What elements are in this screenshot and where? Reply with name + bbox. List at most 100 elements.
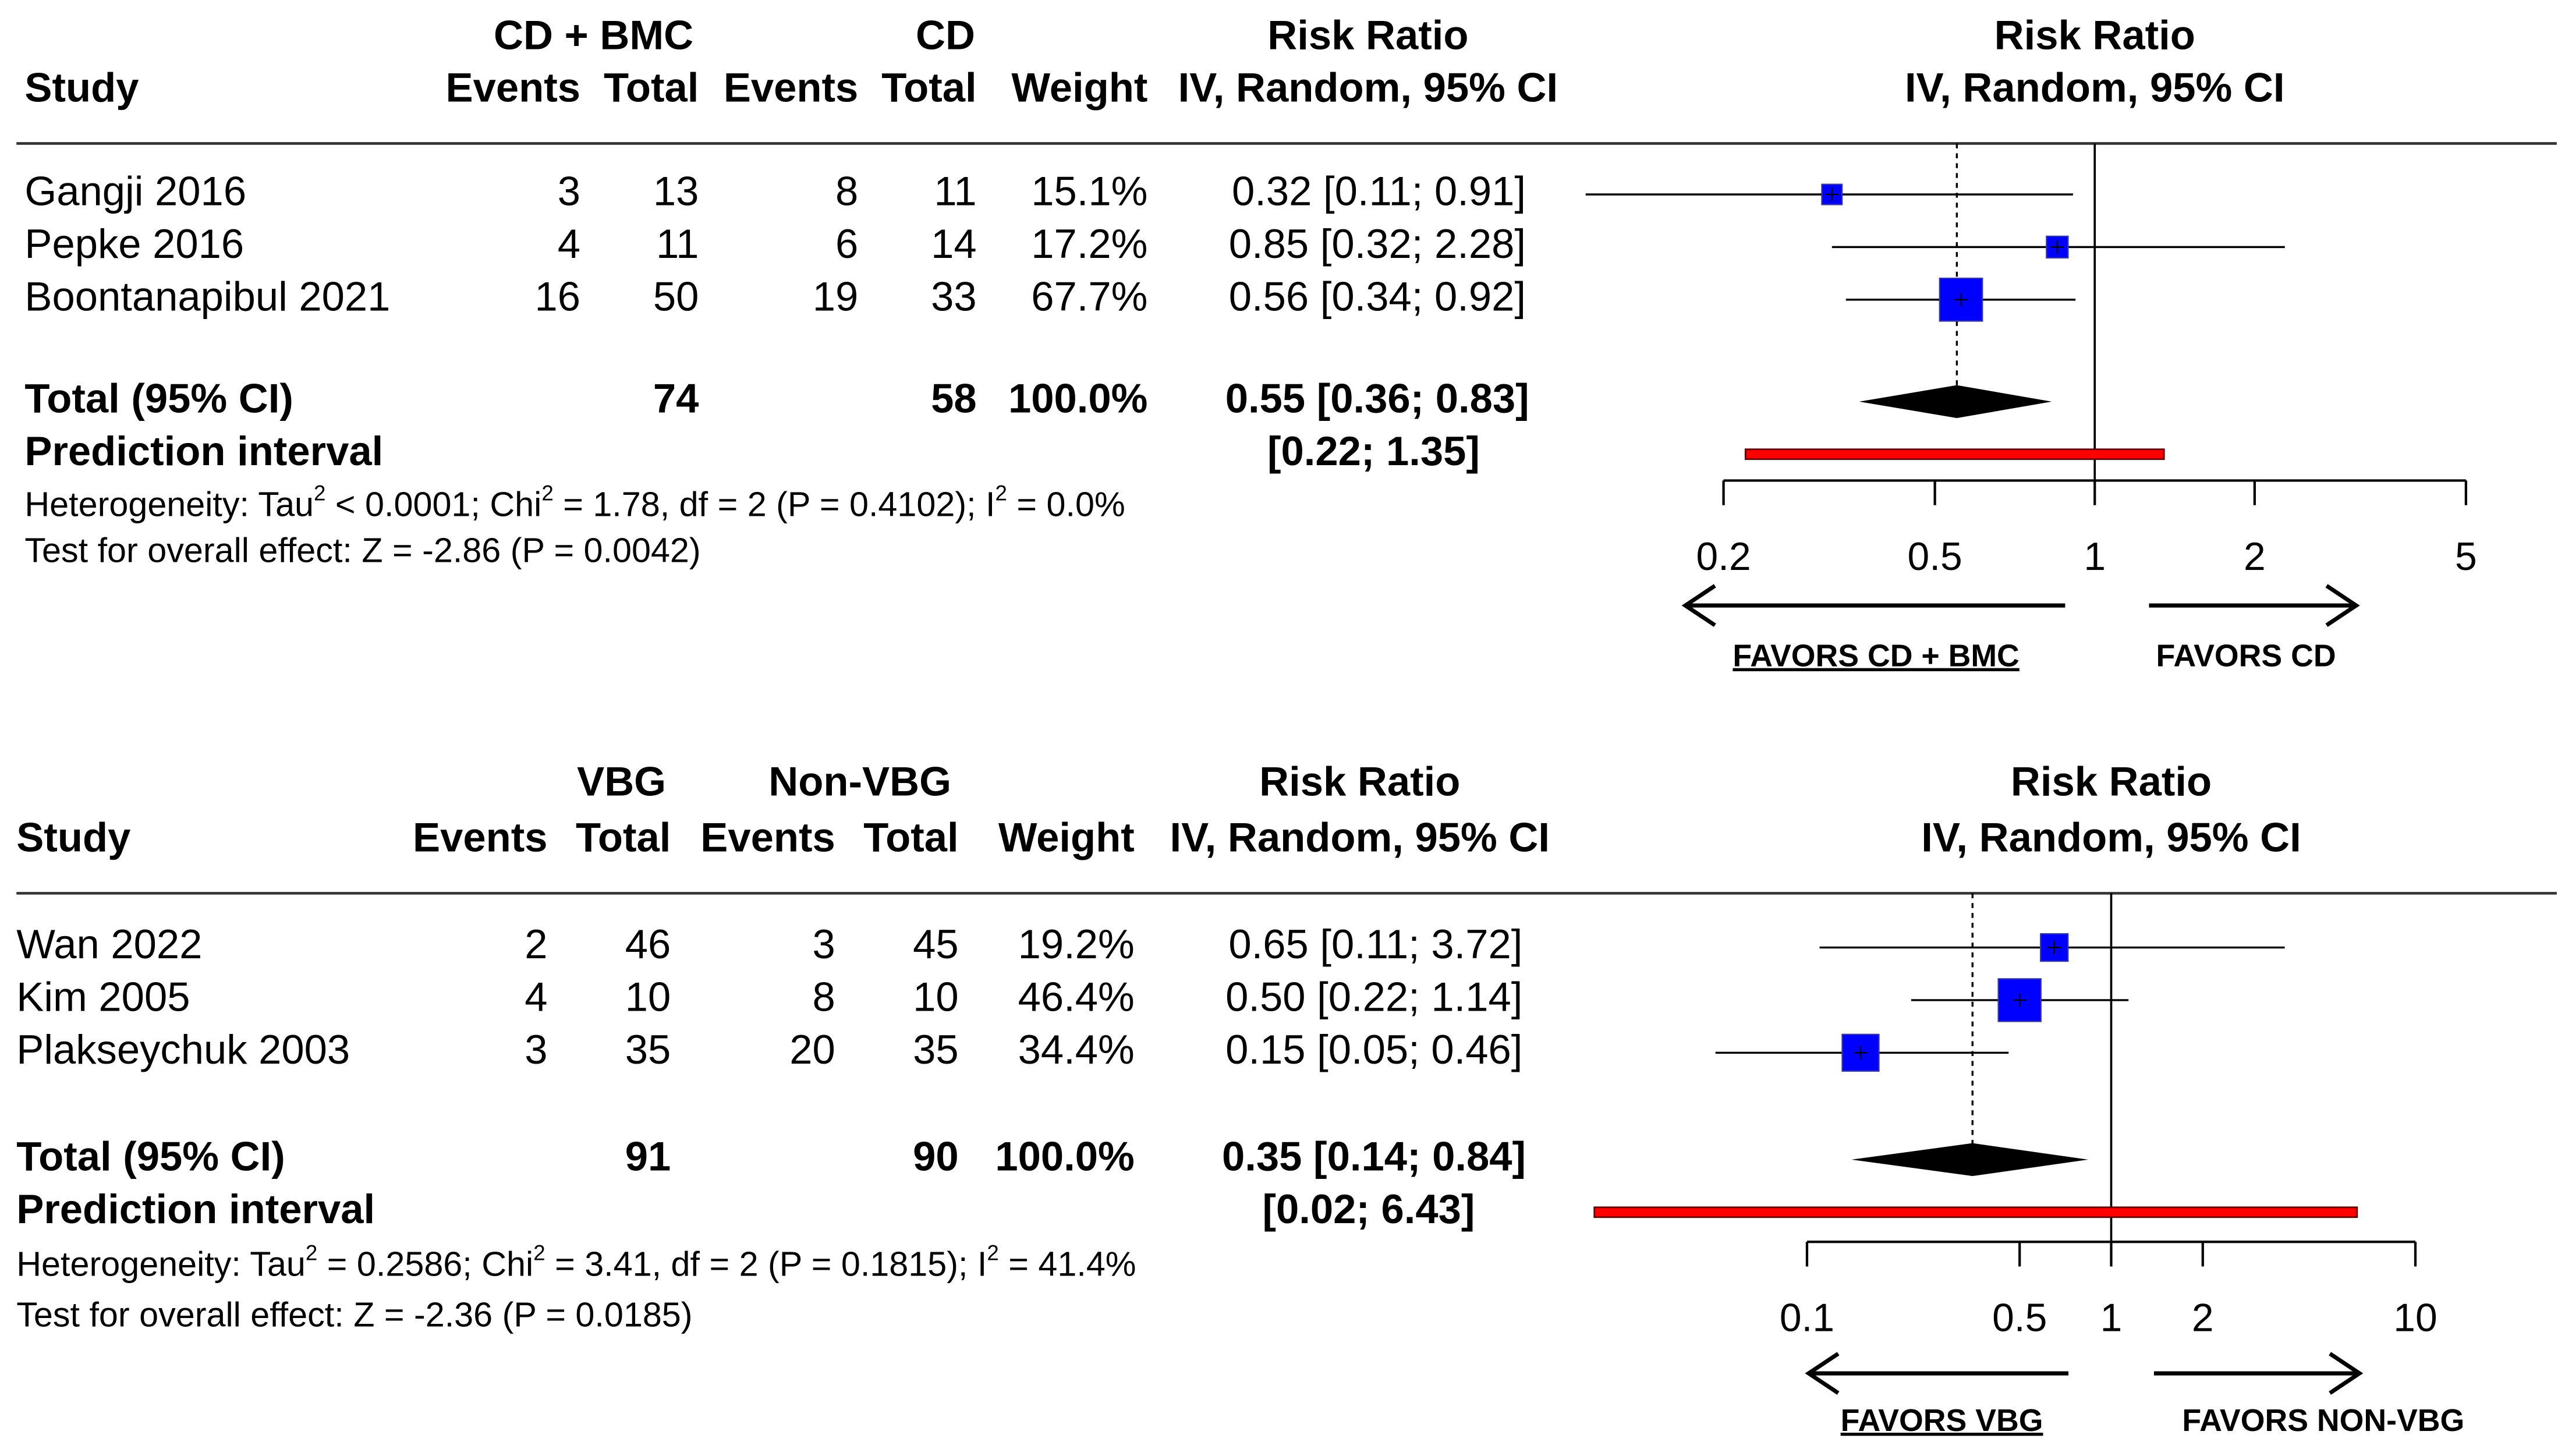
heterogeneity-text: Heterogeneity: Tau2 = 0.2586; Chi2 = 3.4… [16, 1241, 1136, 1283]
total-exp: 46 [625, 921, 671, 967]
study-name: Pepke 2016 [24, 221, 244, 267]
study-row: Pepke 2016 4 11 6 14 17.2% 0.85 [0.32; 2.28] [24, 221, 2285, 267]
overall-effect-text: Test for overall effect: Z = -2.86 (P = … [24, 530, 700, 569]
arrow-right-icon [2149, 584, 2360, 627]
forest-panel-vbg-vs-nonvbg: Study VBG Non-VBG Events Total Events Total Wei… [16, 759, 2557, 1438]
header-risk-ratio: Risk Ratio [1259, 759, 1460, 805]
header-risk-ratio-method: IV, Random, 95% CI [1178, 65, 1558, 111]
events-exp: 3 [558, 168, 580, 214]
forest-panel-cd-bmc-vs-cd: Study CD + BMC CD Events Total Events Total Wei… [16, 12, 2557, 674]
arrow-right-icon [2153, 1352, 2364, 1395]
heterogeneity-segment: = 41.4% [999, 1244, 1136, 1283]
events-exp: 2 [525, 921, 547, 967]
superscript: 2 [306, 1241, 317, 1265]
total-exp: 35 [625, 1026, 671, 1072]
total-exp: 13 [653, 168, 699, 214]
study-name: Gangji 2016 [24, 168, 246, 214]
risk-ratio-ci: 0.85 [0.32; 2.28] [1229, 221, 1526, 267]
study-name: Wan 2022 [16, 921, 202, 967]
risk-ratio-ci: 0.65 [0.11; 3.72] [1228, 921, 1522, 967]
x-tick-label: 2 [2192, 1296, 2214, 1340]
study-name: Boontanapibul 2021 [24, 273, 390, 319]
total-weight: 100.0% [1008, 375, 1147, 421]
total-ctrl-sum: 90 [913, 1133, 959, 1179]
header-risk-ratio-method: IV, Random, 95% CI [1170, 814, 1550, 860]
risk-ratio-ci: 0.15 [0.05; 0.46] [1225, 1026, 1522, 1072]
total-ctrl: 33 [931, 273, 977, 319]
superscript: 2 [533, 1241, 545, 1265]
header-study: Study [24, 65, 139, 111]
total-weight: 100.0% [995, 1133, 1134, 1179]
x-tick-label: 0.2 [1696, 535, 1751, 579]
prediction-interval-bar [1744, 448, 2165, 460]
events-ctrl: 19 [813, 273, 859, 319]
weight: 17.2% [1031, 221, 1147, 267]
study-row: Gangji 2016 3 13 8 11 15.1% 0.32 [0.11; 0.91] [24, 168, 2073, 214]
study-row: Wan 2022 2 46 3 45 19.2% 0.65 [0.11; 3.72] [16, 921, 2285, 967]
total-ctrl: 35 [913, 1026, 959, 1072]
risk-ratio-ci: 0.56 [0.34; 0.92] [1229, 273, 1526, 319]
superscript: 2 [314, 481, 325, 505]
total-ctrl: 14 [931, 221, 977, 267]
heterogeneity-segment: < 0.0001; Chi [325, 484, 541, 523]
events-ctrl: 3 [813, 921, 835, 967]
arrow-left-icon [1681, 584, 2066, 627]
favors-left-label: FAVORS CD + BMC [1733, 639, 2019, 674]
total-exp: 11 [656, 221, 699, 267]
favors-left-label: FAVORS VBG [1841, 1403, 2043, 1438]
pooled-diamond [1859, 385, 2052, 419]
events-exp: 16 [534, 273, 580, 319]
header-risk-ratio: Risk Ratio [1267, 12, 1468, 58]
x-tick-label: 1 [2084, 535, 2106, 579]
prediction-interval-ci: [0.22; 1.35] [1267, 428, 1480, 474]
total-exp-sum: 74 [653, 375, 699, 421]
total-risk-ratio-ci: 0.35 [0.14; 0.84] [1222, 1133, 1526, 1179]
x-tick-label: 0.1 [1780, 1296, 1834, 1340]
weight: 19.2% [1018, 921, 1135, 967]
events-exp: 4 [558, 221, 580, 267]
total-label: Total (95% CI) [24, 375, 293, 421]
header-total-exp: Total [604, 65, 699, 111]
header-total-exp: Total [576, 814, 671, 860]
header-events-exp: Events [413, 814, 547, 860]
superscript: 2 [987, 1241, 998, 1265]
superscript: 2 [995, 481, 1007, 505]
total-ctrl: 45 [913, 921, 959, 967]
heterogeneity-segment: = 0.2586; Chi [317, 1244, 533, 1283]
weight: 34.4% [1018, 1026, 1135, 1072]
study-row: Kim 2005 4 10 8 10 46.4% 0.50 [0.22; 1.14] [16, 974, 2129, 1022]
header-total-ctrl: Total [881, 65, 976, 111]
heterogeneity-segment: Heterogeneity: Tau [16, 1244, 306, 1283]
plot-header-title: Risk Ratio [2011, 759, 2212, 805]
header-group-control: CD [916, 12, 975, 58]
weight: 46.4% [1018, 974, 1135, 1020]
header-events-ctrl: Events [724, 65, 859, 111]
x-tick-label: 1 [2100, 1296, 2123, 1340]
total-label: Total (95% CI) [16, 1133, 285, 1179]
plot-header-method: IV, Random, 95% CI [1905, 65, 2285, 111]
header-events-exp: Events [445, 65, 580, 111]
heterogeneity-segment: = 1.78, df = 2 (P = 0.4102); I [554, 484, 995, 523]
plot-header-method: IV, Random, 95% CI [1921, 814, 2301, 860]
prediction-interval-label: Prediction interval [16, 1186, 375, 1232]
header-group-experimental: CD + BMC [494, 12, 693, 58]
superscript: 2 [541, 481, 553, 505]
arrow-left-icon [1805, 1352, 2069, 1395]
events-exp: 3 [525, 1026, 547, 1072]
events-ctrl: 20 [789, 1026, 835, 1072]
pooled-diamond [1851, 1143, 2088, 1177]
header-weight: Weight [998, 814, 1135, 860]
events-ctrl: 6 [835, 221, 858, 267]
study-row: Plakseychuk 2003 3 35 20 35 34.4% 0.15 [0.05; … [16, 1026, 2009, 1072]
study-name: Plakseychuk 2003 [16, 1026, 350, 1072]
heterogeneity-text: Heterogeneity: Tau2 < 0.0001; Chi2 = 1.7… [24, 481, 1125, 523]
total-risk-ratio-ci: 0.55 [0.36; 0.83] [1225, 375, 1529, 421]
weight: 15.1% [1031, 168, 1147, 214]
risk-ratio-ci: 0.32 [0.11; 0.91] [1232, 168, 1526, 214]
events-ctrl: 8 [813, 974, 835, 1020]
x-tick-label: 0.5 [1908, 535, 1962, 579]
events-ctrl: 8 [835, 168, 858, 214]
favors-right-label: FAVORS CD [2156, 639, 2336, 674]
prediction-interval-bar [1593, 1206, 2358, 1218]
